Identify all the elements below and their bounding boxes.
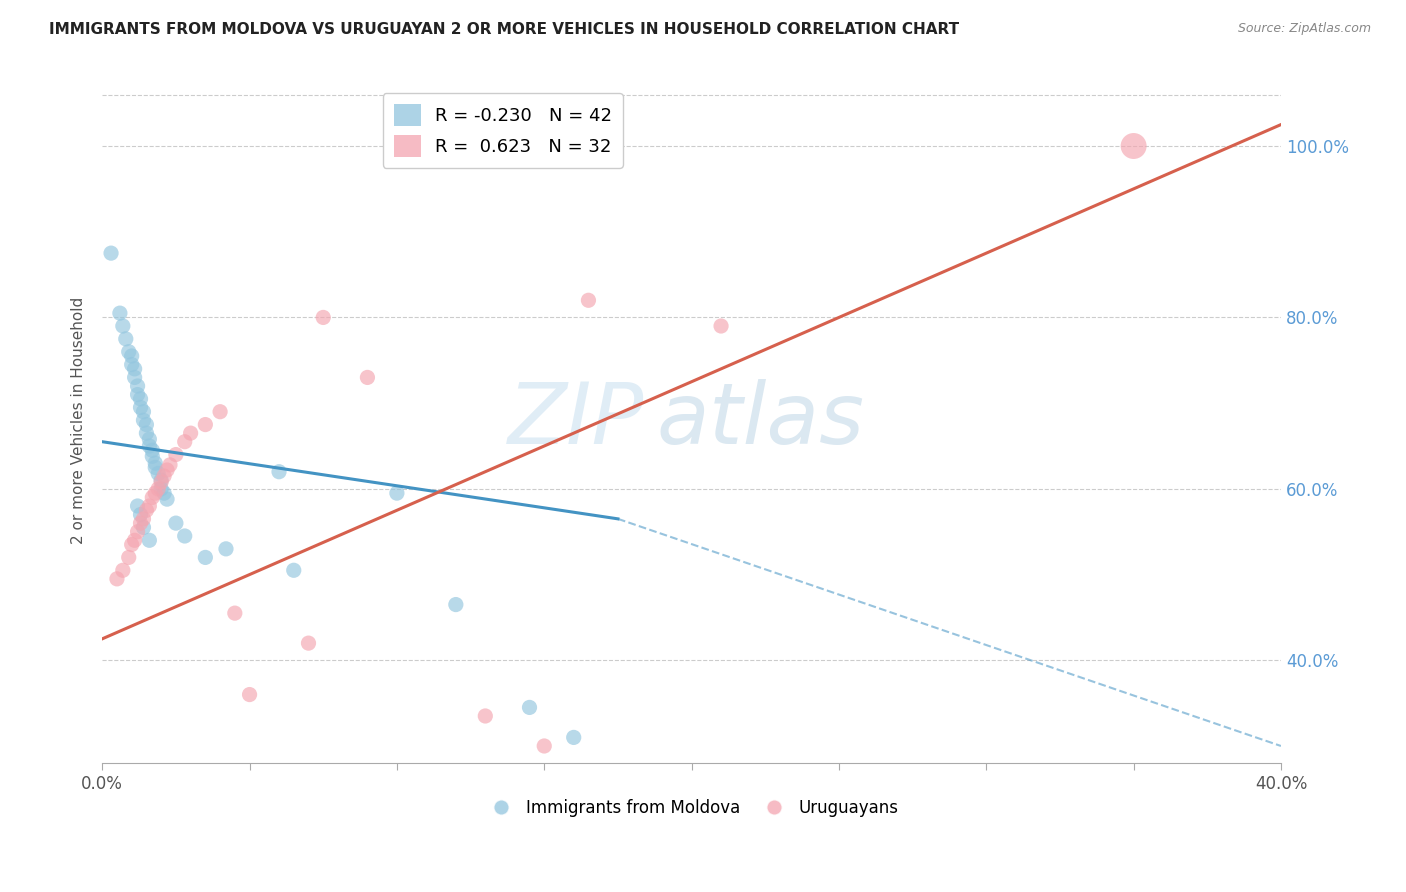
- Point: [127, 387, 149, 401]
- Point: [127, 524, 149, 539]
- Point: [444, 598, 467, 612]
- Point: [519, 700, 541, 714]
- Point: [710, 318, 733, 333]
- Point: [165, 448, 187, 462]
- Point: [297, 636, 319, 650]
- Point: [283, 563, 305, 577]
- Point: [118, 344, 141, 359]
- Point: [105, 572, 128, 586]
- Point: [111, 563, 134, 577]
- Point: [124, 533, 146, 548]
- Point: [159, 458, 181, 472]
- Point: [135, 503, 157, 517]
- Point: [180, 426, 202, 441]
- Point: [153, 486, 176, 500]
- Point: [121, 358, 143, 372]
- Point: [173, 434, 195, 449]
- Point: [474, 709, 496, 723]
- Point: [100, 246, 122, 260]
- Point: [114, 332, 136, 346]
- Y-axis label: 2 or more Vehicles in Household: 2 or more Vehicles in Household: [72, 297, 86, 544]
- Point: [129, 508, 152, 522]
- Point: [194, 417, 217, 432]
- Point: [127, 499, 149, 513]
- Point: [143, 460, 166, 475]
- Point: [108, 306, 131, 320]
- Point: [141, 450, 163, 464]
- Point: [121, 537, 143, 551]
- Point: [312, 310, 335, 325]
- Point: [138, 499, 160, 513]
- Point: [143, 486, 166, 500]
- Point: [156, 463, 179, 477]
- Point: [148, 482, 170, 496]
- Point: [153, 469, 176, 483]
- Point: [156, 492, 179, 507]
- Point: [124, 362, 146, 376]
- Point: [141, 443, 163, 458]
- Point: [238, 688, 260, 702]
- Point: [127, 379, 149, 393]
- Point: [578, 293, 600, 308]
- Text: ZIP: ZIP: [508, 379, 644, 462]
- Point: [121, 349, 143, 363]
- Point: [118, 550, 141, 565]
- Point: [132, 405, 155, 419]
- Point: [173, 529, 195, 543]
- Point: [132, 413, 155, 427]
- Point: [150, 475, 173, 489]
- Point: [132, 520, 155, 534]
- Point: [138, 432, 160, 446]
- Text: Source: ZipAtlas.com: Source: ZipAtlas.com: [1237, 22, 1371, 36]
- Point: [165, 516, 187, 530]
- Point: [194, 550, 217, 565]
- Legend: Immigrants from Moldova, Uruguayans: Immigrants from Moldova, Uruguayans: [478, 792, 905, 823]
- Point: [132, 512, 155, 526]
- Point: [129, 516, 152, 530]
- Point: [135, 417, 157, 432]
- Point: [129, 401, 152, 415]
- Point: [141, 491, 163, 505]
- Point: [150, 473, 173, 487]
- Point: [138, 439, 160, 453]
- Point: [562, 731, 585, 745]
- Point: [129, 392, 152, 406]
- Point: [143, 456, 166, 470]
- Point: [124, 370, 146, 384]
- Point: [1122, 139, 1144, 153]
- Point: [209, 405, 232, 419]
- Point: [215, 541, 238, 556]
- Point: [148, 467, 170, 481]
- Point: [135, 426, 157, 441]
- Point: [533, 739, 555, 753]
- Point: [111, 318, 134, 333]
- Point: [385, 486, 408, 500]
- Text: IMMIGRANTS FROM MOLDOVA VS URUGUAYAN 2 OR MORE VEHICLES IN HOUSEHOLD CORRELATION: IMMIGRANTS FROM MOLDOVA VS URUGUAYAN 2 O…: [49, 22, 959, 37]
- Point: [224, 606, 246, 620]
- Point: [138, 533, 160, 548]
- Point: [267, 465, 290, 479]
- Point: [356, 370, 378, 384]
- Text: atlas: atlas: [657, 379, 865, 462]
- Point: [150, 482, 173, 496]
